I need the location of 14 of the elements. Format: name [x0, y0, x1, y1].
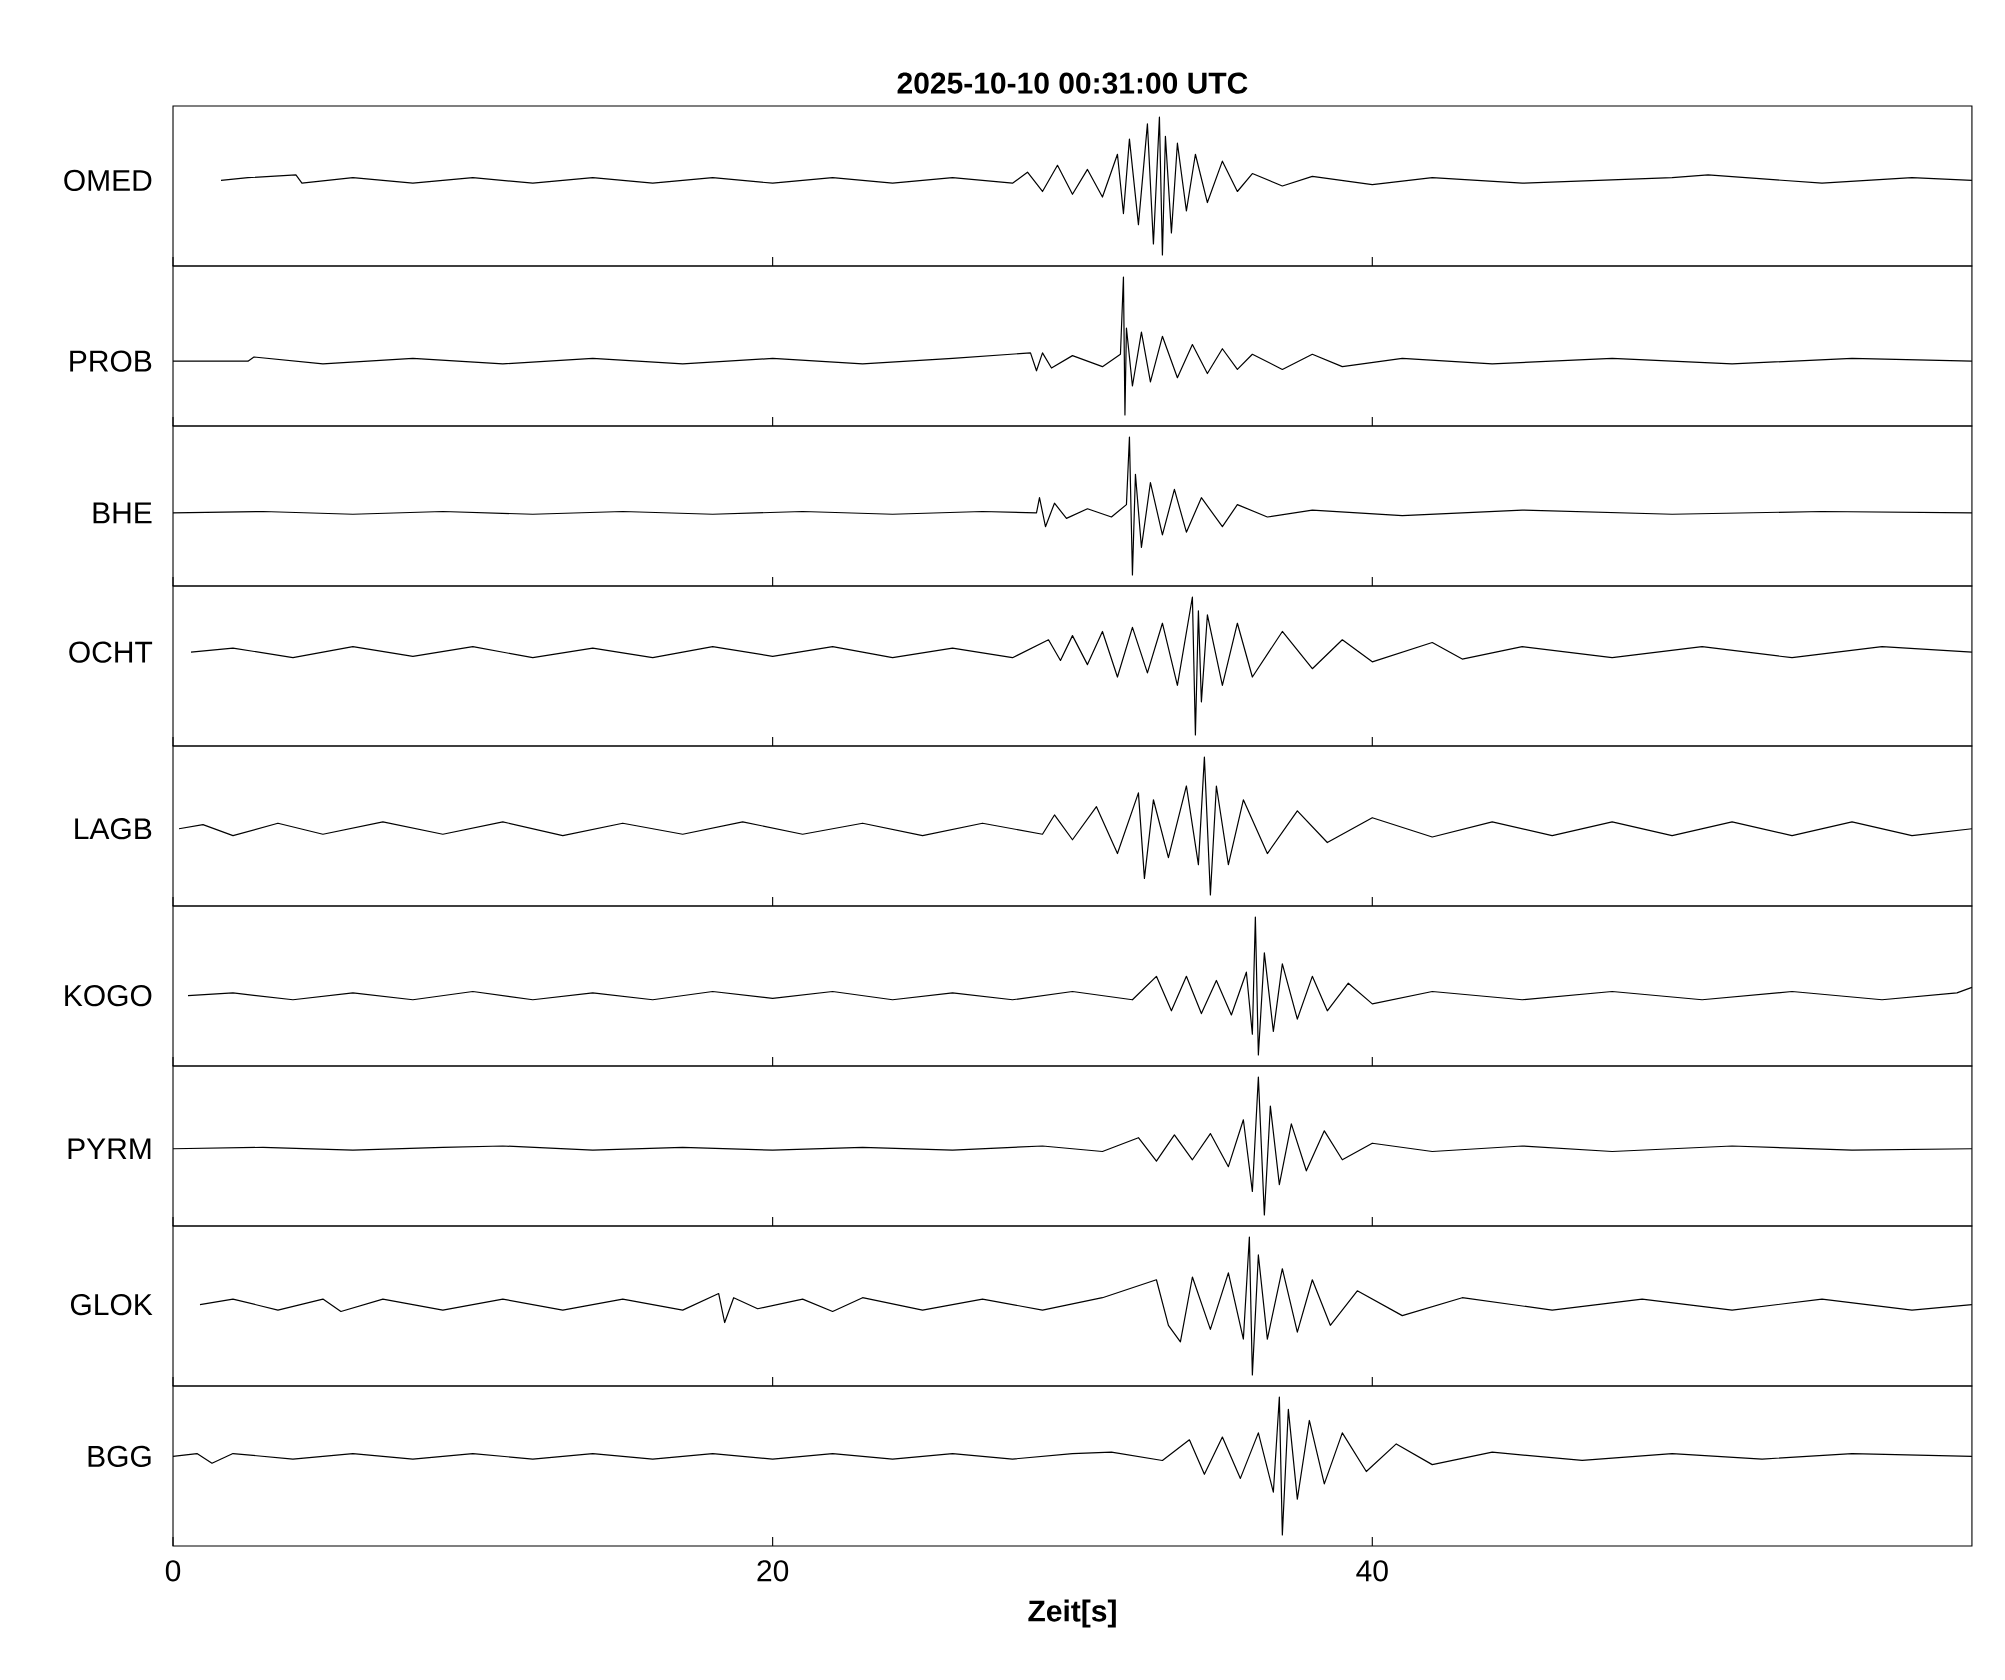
- series-label: BHE: [93, 502, 152, 524]
- x-axis-title: Zeit[s]: [1028, 1599, 1116, 1628]
- x-tick-label: 40: [1356, 1560, 1388, 1582]
- series-label: LAGB: [75, 818, 152, 840]
- x-tick-label: 0: [165, 1560, 181, 1582]
- x-tick-label: 20: [757, 1560, 789, 1582]
- series-label: KOGO: [65, 985, 152, 1007]
- series-label: BGG: [88, 1445, 151, 1467]
- series-label: GLOK: [70, 1293, 153, 1316]
- chart-title: 2025-10-10 00:31:00 UTC: [897, 72, 1248, 94]
- series-label: PYRM: [68, 1138, 151, 1160]
- text: OMED: [64, 169, 152, 192]
- series-label: OCHT: [69, 641, 153, 663]
- series-label: PROB: [70, 350, 152, 372]
